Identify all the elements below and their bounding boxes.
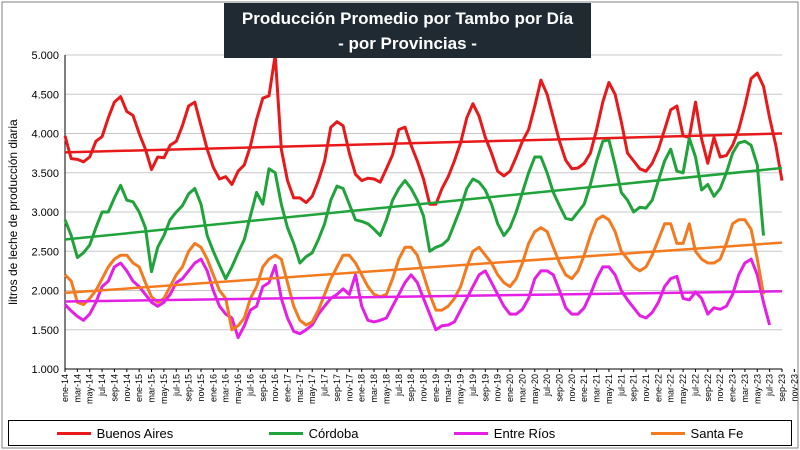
x-tick-label: mar-20 [517,374,527,403]
x-tick-label: nov-16 [270,374,280,402]
x-tick-label: may-22 [678,374,688,404]
x-tick-label: may-20 [530,374,540,404]
x-tick-label: jul-23 [765,374,775,397]
x-tick-label: nov-20 [567,374,577,402]
x-tick-label: ene-19 [431,374,441,402]
legend-item-buenos-aires: Buenos Aires [56,425,174,441]
series-line-0 [63,53,784,206]
x-tick-label: may-14 [85,374,95,404]
x-tick-label: jul-21 [616,374,626,397]
legend-item-entre-rios: Entre Ríos [453,425,556,441]
legend-label: Entre Ríos [493,425,556,441]
x-tick-label: jul-17 [320,374,330,397]
x-tick-label: ene-14 [60,374,70,402]
x-tick-label: nov-18 [419,374,429,402]
y-tick-label: 1.500 [31,325,59,337]
trendline-1 [64,166,783,241]
y-tick-label: 5.000 [31,50,59,62]
legend-label: Buenos Aires [96,425,174,441]
chart-title: Producción Promedio por Tambo por Día [241,9,574,28]
legend-item-santa-fe: Santa Fe [650,425,744,441]
x-tick-label: sep-22 [703,374,713,402]
x-tick-label: ene-16 [208,374,218,402]
x-tick-label: sep-18 [406,374,416,402]
legend-swatch [56,431,91,435]
x-tick-label: may-19 [456,374,466,404]
x-tick-label: sep-16 [258,374,268,402]
y-axis-title: litros de leche de producción diaria [6,119,20,305]
x-tick-label: nov-21 [641,374,651,402]
x-tick-label: sep-19 [480,374,490,402]
x-tick-label: nov-19 [493,374,503,402]
x-tick-label: may-15 [159,374,169,404]
x-tick-label: mar-16 [221,374,231,403]
x-tick-label: may-23 [752,374,762,404]
x-tick-label: nov-22 [715,374,725,402]
x-tick-label: mar-23 [740,374,750,403]
x-tick-label: ene-15 [134,374,144,402]
legend: Buenos Aires Córdoba Entre Ríos Santa Fe [8,420,792,446]
x-tick-label: jul-16 [245,374,255,397]
trendline-0 [64,132,783,154]
x-tick-label: sep-17 [332,374,342,402]
x-tick-label: may-21 [604,374,614,404]
series-line-2 [63,257,772,340]
x-tick-label: nov-14 [122,374,132,402]
x-tick-label: mar-18 [369,374,379,403]
y-tick-label: 1.000 [31,364,59,376]
x-tick-label: sep-21 [629,374,639,402]
series-line-1 [63,136,765,281]
x-tick-label: may-18 [381,374,391,404]
x-tick-label: ene-23 [728,374,738,402]
legend-label: Santa Fe [690,425,744,441]
legend-label: Córdoba [308,425,359,441]
legend-swatch [650,431,685,435]
x-tick-label: may-16 [233,374,243,404]
trendline-2 [64,290,783,303]
chart-subtitle: - por Provincias - [338,34,477,53]
y-tick-label: 2.500 [31,246,59,258]
x-tick-label: sep-20 [554,374,564,402]
x-tick-label: ene-21 [579,374,589,402]
x-tick-label: nov-17 [344,374,354,402]
y-tick-label: 4.000 [31,129,59,141]
x-tick-label: nov-15 [196,374,206,402]
x-tick-label: mar-15 [147,374,157,403]
x-tick-label: jul-22 [690,374,700,397]
x-tick-label: jul-15 [171,374,181,397]
x-tick-label: sep-15 [184,374,194,402]
x-tick-label: jul-19 [468,374,478,397]
x-tick-label: mar-14 [72,374,82,403]
x-tick-label: ene-17 [283,374,293,402]
legend-item-cordoba: Córdoba [268,425,359,441]
x-tick-label: mar-22 [666,374,676,403]
x-tick-label: mar-19 [443,374,453,403]
y-tick-label: 2.000 [31,286,59,298]
x-tick-label: mar-17 [295,374,305,403]
x-tick-label: ene-18 [357,374,367,402]
x-tick-label: jul-14 [97,374,107,397]
y-tick-label: 3.500 [31,168,59,180]
x-tick-label: sep-14 [109,374,119,402]
legend-swatch [453,431,488,435]
chart-title-box: Producción Promedio por Tambo por Día - … [224,3,591,58]
x-tick-label: ene-22 [653,374,663,402]
x-tick-label: sep-23 [777,374,787,402]
x-tick-label: may-17 [307,374,317,404]
x-tick-label: nov-23 [789,374,799,402]
series-line-3 [63,214,765,332]
x-tick-label: mar-21 [592,374,602,403]
y-tick-label: 4.500 [31,89,59,101]
x-tick-label: ene-20 [505,374,515,402]
x-tick-label: jul-20 [542,374,552,397]
x-tick-label: jul-18 [394,374,404,397]
legend-swatch [268,431,303,435]
y-tick-label: 3.000 [31,207,59,219]
trendline-3 [64,241,783,295]
